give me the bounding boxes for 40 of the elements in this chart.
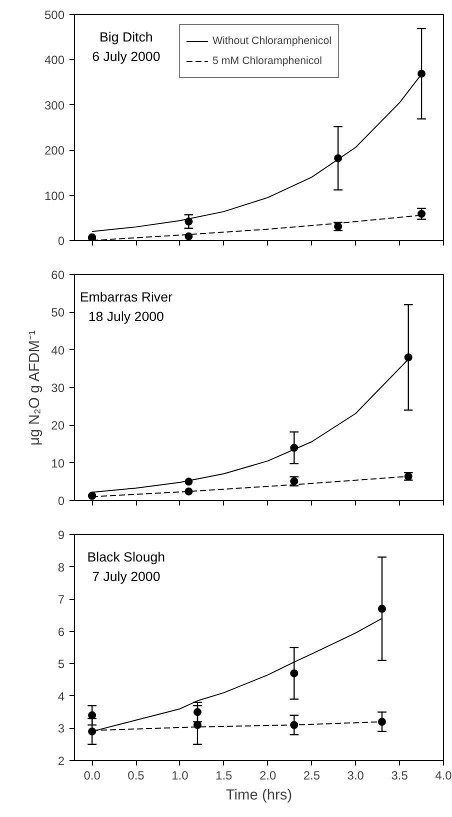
y-tick-label: 4 <box>58 689 65 704</box>
annotation: Embarras River <box>80 290 174 305</box>
annotation: 7 July 2000 <box>92 568 160 584</box>
x-axis-title: Time (hrs) <box>226 788 292 804</box>
x-tick-label: 2.5 <box>303 768 320 782</box>
y-tick-label: 60 <box>51 268 65 282</box>
x-tick-label: 4.0 <box>435 768 452 782</box>
y-tick-label: 6 <box>58 624 65 639</box>
legend-label: Without Chloramphenicol <box>212 35 332 47</box>
legend-label: 5 mM Chloramphenicol <box>212 55 322 67</box>
annotation: 18 July 2000 <box>88 308 164 324</box>
y-tick-label: 2 <box>58 754 65 768</box>
y-tick-label: 0 <box>58 234 65 248</box>
x-tick-label: 0.5 <box>128 768 145 782</box>
x-tick-label: 0.0 <box>84 768 101 782</box>
y-tick-label: 200 <box>44 144 65 158</box>
y-tick-label: 9 <box>58 528 65 542</box>
x-tick-label: 2.0 <box>259 768 276 782</box>
y-tick-label: 50 <box>51 306 65 320</box>
y-tick-label: 300 <box>44 98 65 112</box>
x-tick-label: 1.0 <box>172 768 189 782</box>
y-tick-label: 10 <box>51 456 65 470</box>
x-tick-label: 1.5 <box>216 768 233 782</box>
y-tick-label: 400 <box>44 53 65 68</box>
y-tick-label: 40 <box>51 343 65 358</box>
y-tick-label: 8 <box>58 560 65 574</box>
y-tick-label: 30 <box>51 381 65 395</box>
annotation: 6 July 2000 <box>92 48 160 64</box>
y-tick-label: 20 <box>51 418 65 433</box>
y-tick-label: 100 <box>44 188 65 203</box>
x-tick-label: 3.5 <box>391 768 408 782</box>
y-tick-label: 3 <box>58 722 65 736</box>
y-axis-title: μg N₂O g AFDM⁻¹ <box>27 330 44 446</box>
annotation: Big Ditch <box>99 30 153 45</box>
y-tick-label: 7 <box>58 592 65 607</box>
annotation: Black Slough <box>87 550 166 565</box>
y-tick-label: 5 <box>58 657 65 672</box>
y-tick-label: 500 <box>44 8 65 22</box>
y-tick-label: 0 <box>58 494 65 508</box>
x-tick-label: 3.0 <box>347 768 364 782</box>
